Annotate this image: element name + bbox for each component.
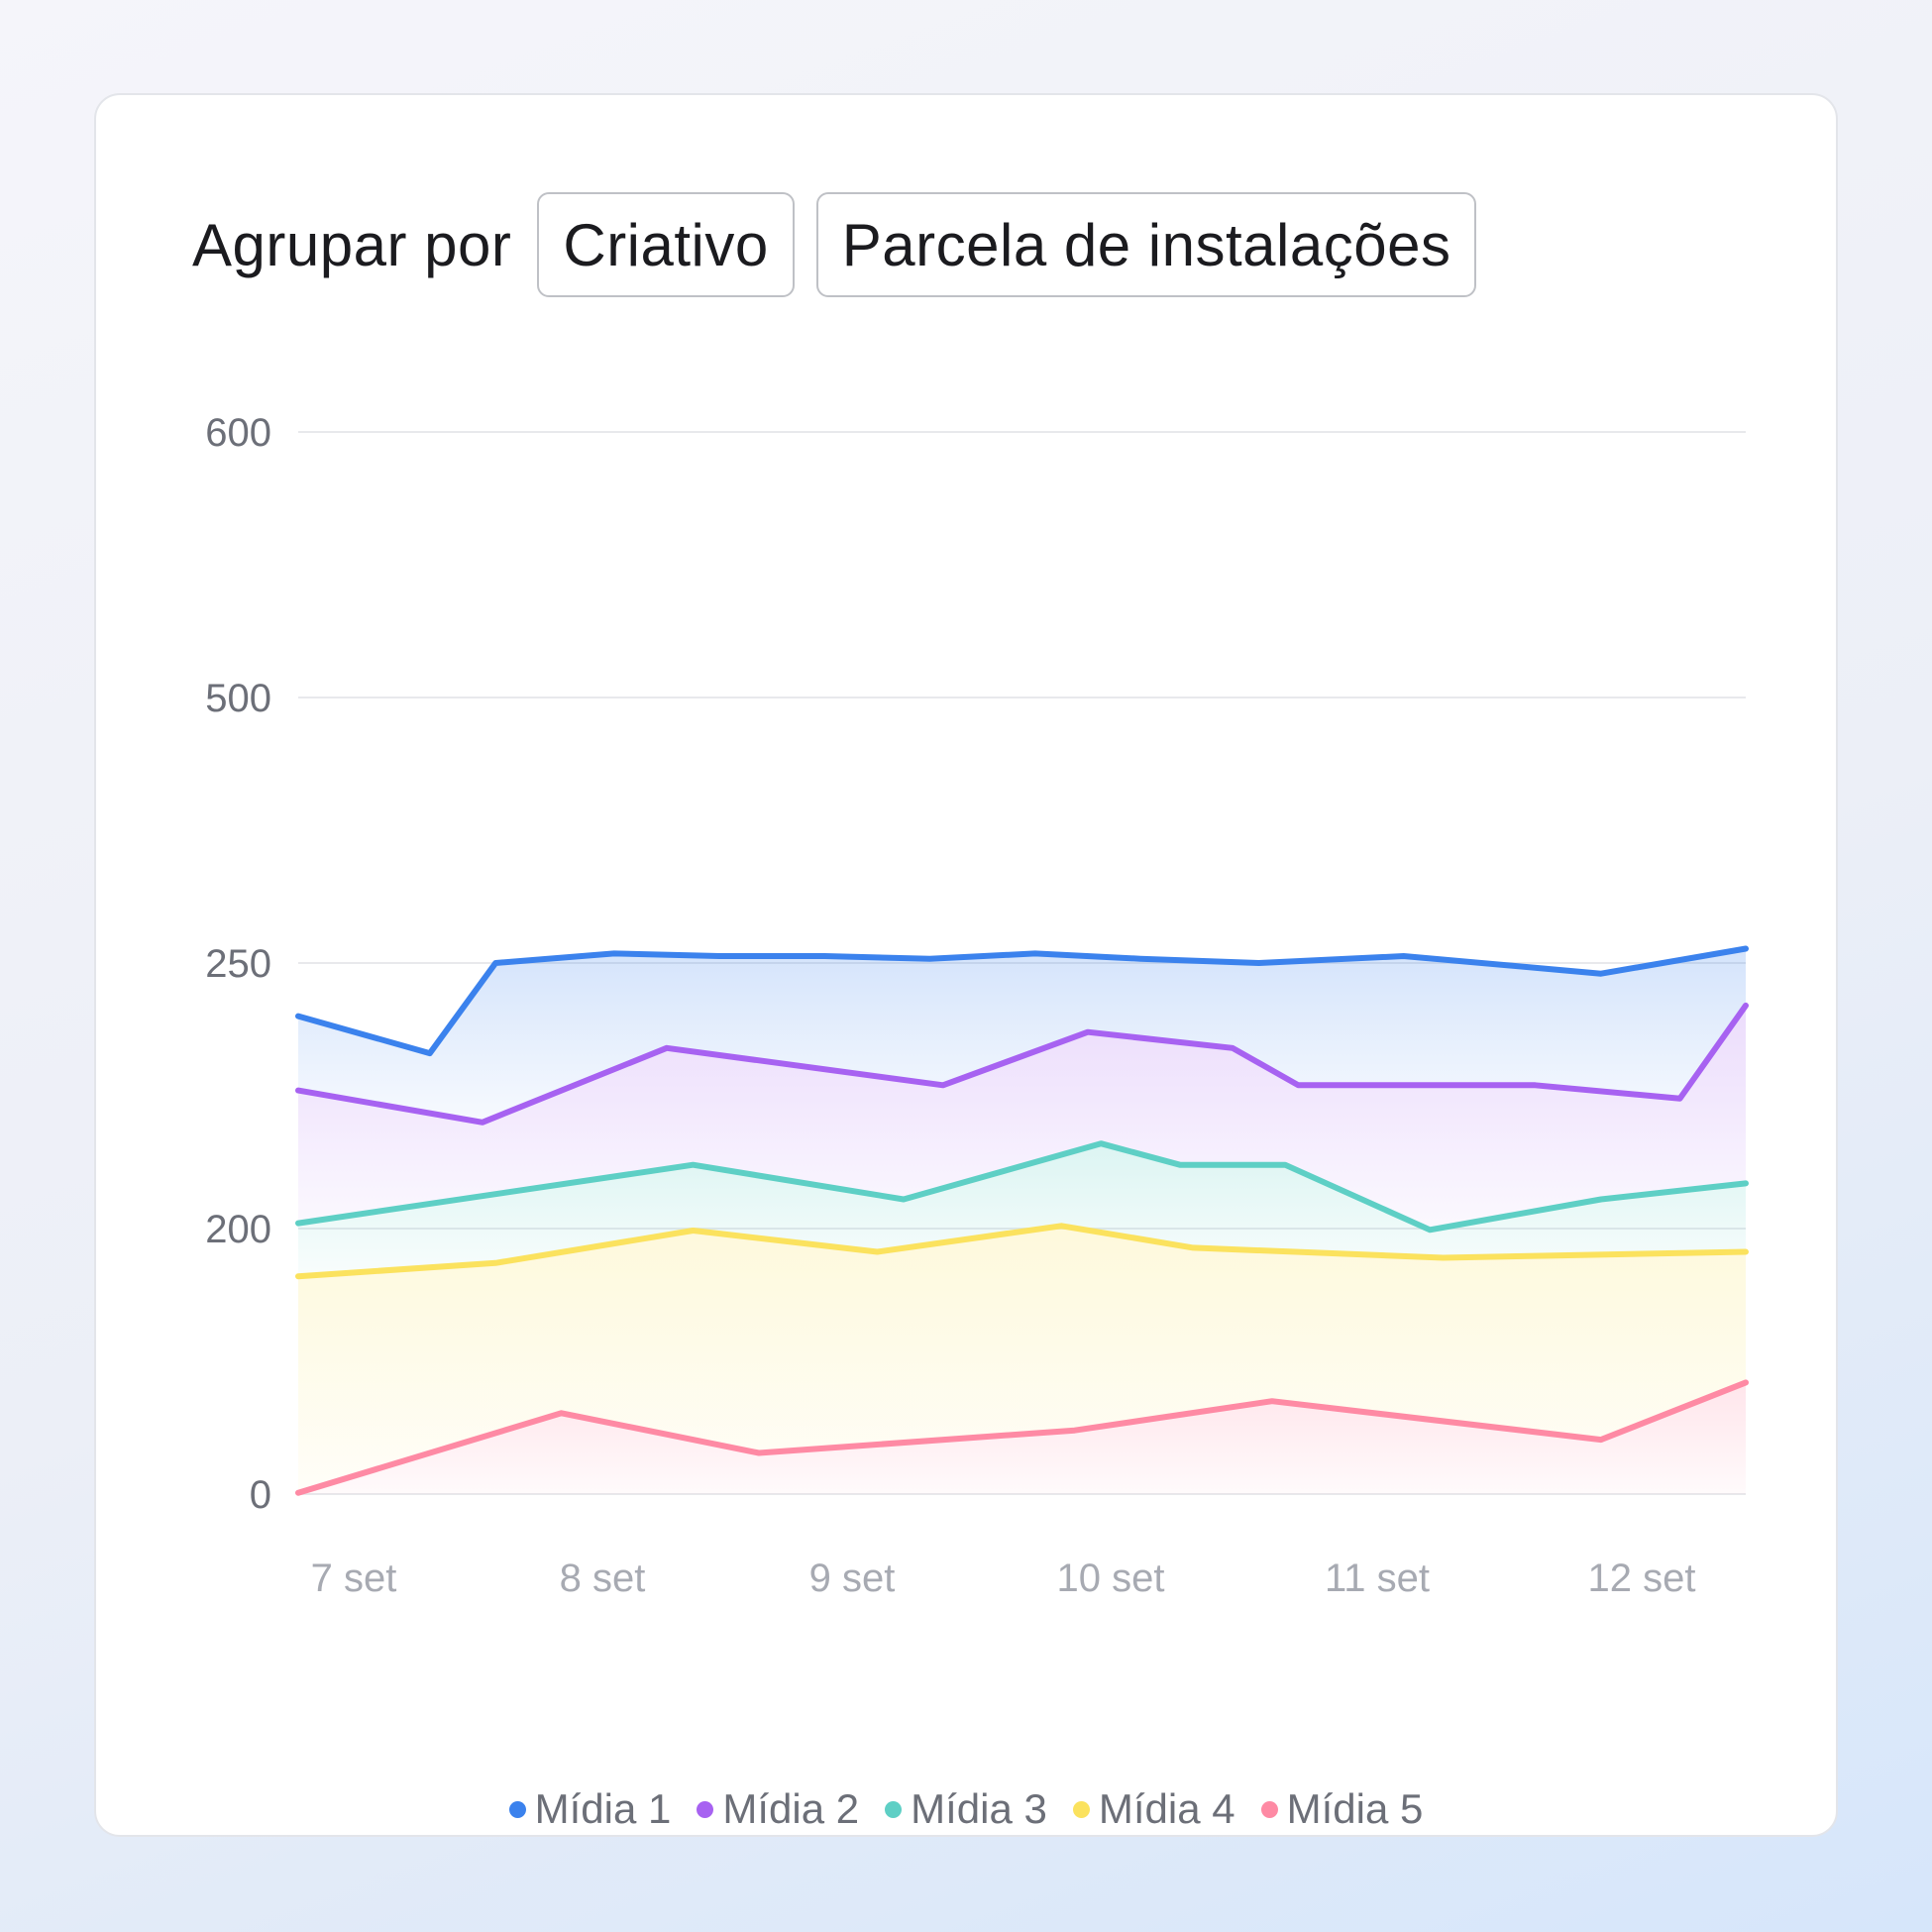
series-area-5 [298, 1382, 1746, 1494]
series-area-1 [298, 948, 1746, 1123]
y-tick-label: 0 [250, 1473, 271, 1517]
legend-item-3[interactable]: Mídia 3 [885, 1785, 1047, 1833]
legend-dot-icon [1072, 1800, 1090, 1818]
series-line-2 [295, 1002, 1749, 1126]
group-by-toolbar: Agrupar por Criativo Parcela de instalaç… [192, 190, 1498, 299]
series-area-2 [298, 1005, 1746, 1231]
y-axis-ticks: 0 200 250 500 600 [205, 411, 271, 1517]
series-line-4 [295, 1223, 1749, 1280]
group-by-label: Agrupar por [192, 211, 512, 278]
y-tick-label: 250 [205, 942, 271, 986]
creative-button[interactable]: Criativo [537, 192, 795, 297]
legend-dot-icon [697, 1800, 714, 1818]
series-area-4 [298, 1226, 1746, 1493]
stacked-area-chart: 0 200 250 500 600 7 set 8 set 9 set 10 set 11 se… [205, 411, 1749, 1600]
x-tick-label: 9 set [809, 1556, 896, 1600]
legend-label: Mídia 4 [1098, 1785, 1235, 1832]
legend-label: Mídia 3 [911, 1785, 1047, 1832]
x-tick-label: 12 set [1588, 1556, 1696, 1600]
legend-label: Mídia 2 [722, 1785, 860, 1832]
legend-dot-icon [1260, 1800, 1278, 1818]
legend-item-1[interactable]: Mídia 1 [508, 1785, 672, 1833]
legend-label: Mídia 1 [534, 1785, 672, 1832]
legend-item-5[interactable]: Mídia 5 [1260, 1785, 1424, 1833]
x-tick-label: 11 set [1325, 1556, 1430, 1600]
legend-item-2[interactable]: Mídia 2 [697, 1785, 859, 1833]
chart-legend: Mídia 1 Mídia 2 Mídia 3 Mídia 4 Mídia 5 [96, 1779, 1836, 1839]
x-tick-label: 10 set [1057, 1556, 1165, 1600]
series-lines [295, 945, 1749, 1496]
install-share-button[interactable]: Parcela de instalações [815, 192, 1477, 297]
y-tick-label: 600 [205, 411, 271, 455]
y-tick-label: 500 [205, 677, 271, 720]
series-area-3 [298, 1143, 1746, 1277]
chart-card: Agrupar por Criativo Parcela de instalaç… [94, 93, 1838, 1837]
x-axis-ticks: 7 set 8 set 9 set 10 set 11 set 12 set [311, 1556, 1696, 1600]
series-line-3 [295, 1140, 1749, 1234]
x-tick-label: 8 set [560, 1556, 646, 1600]
series-line-1 [295, 945, 1749, 1057]
legend-item-4[interactable]: Mídia 4 [1072, 1785, 1235, 1833]
series-areas [298, 948, 1746, 1494]
legend-dot-icon [508, 1800, 526, 1818]
legend-label: Mídia 5 [1286, 1785, 1424, 1832]
x-tick-label: 7 set [311, 1556, 397, 1600]
series-line-5 [295, 1379, 1749, 1496]
y-tick-label: 200 [205, 1208, 271, 1251]
legend-dot-icon [885, 1800, 903, 1818]
